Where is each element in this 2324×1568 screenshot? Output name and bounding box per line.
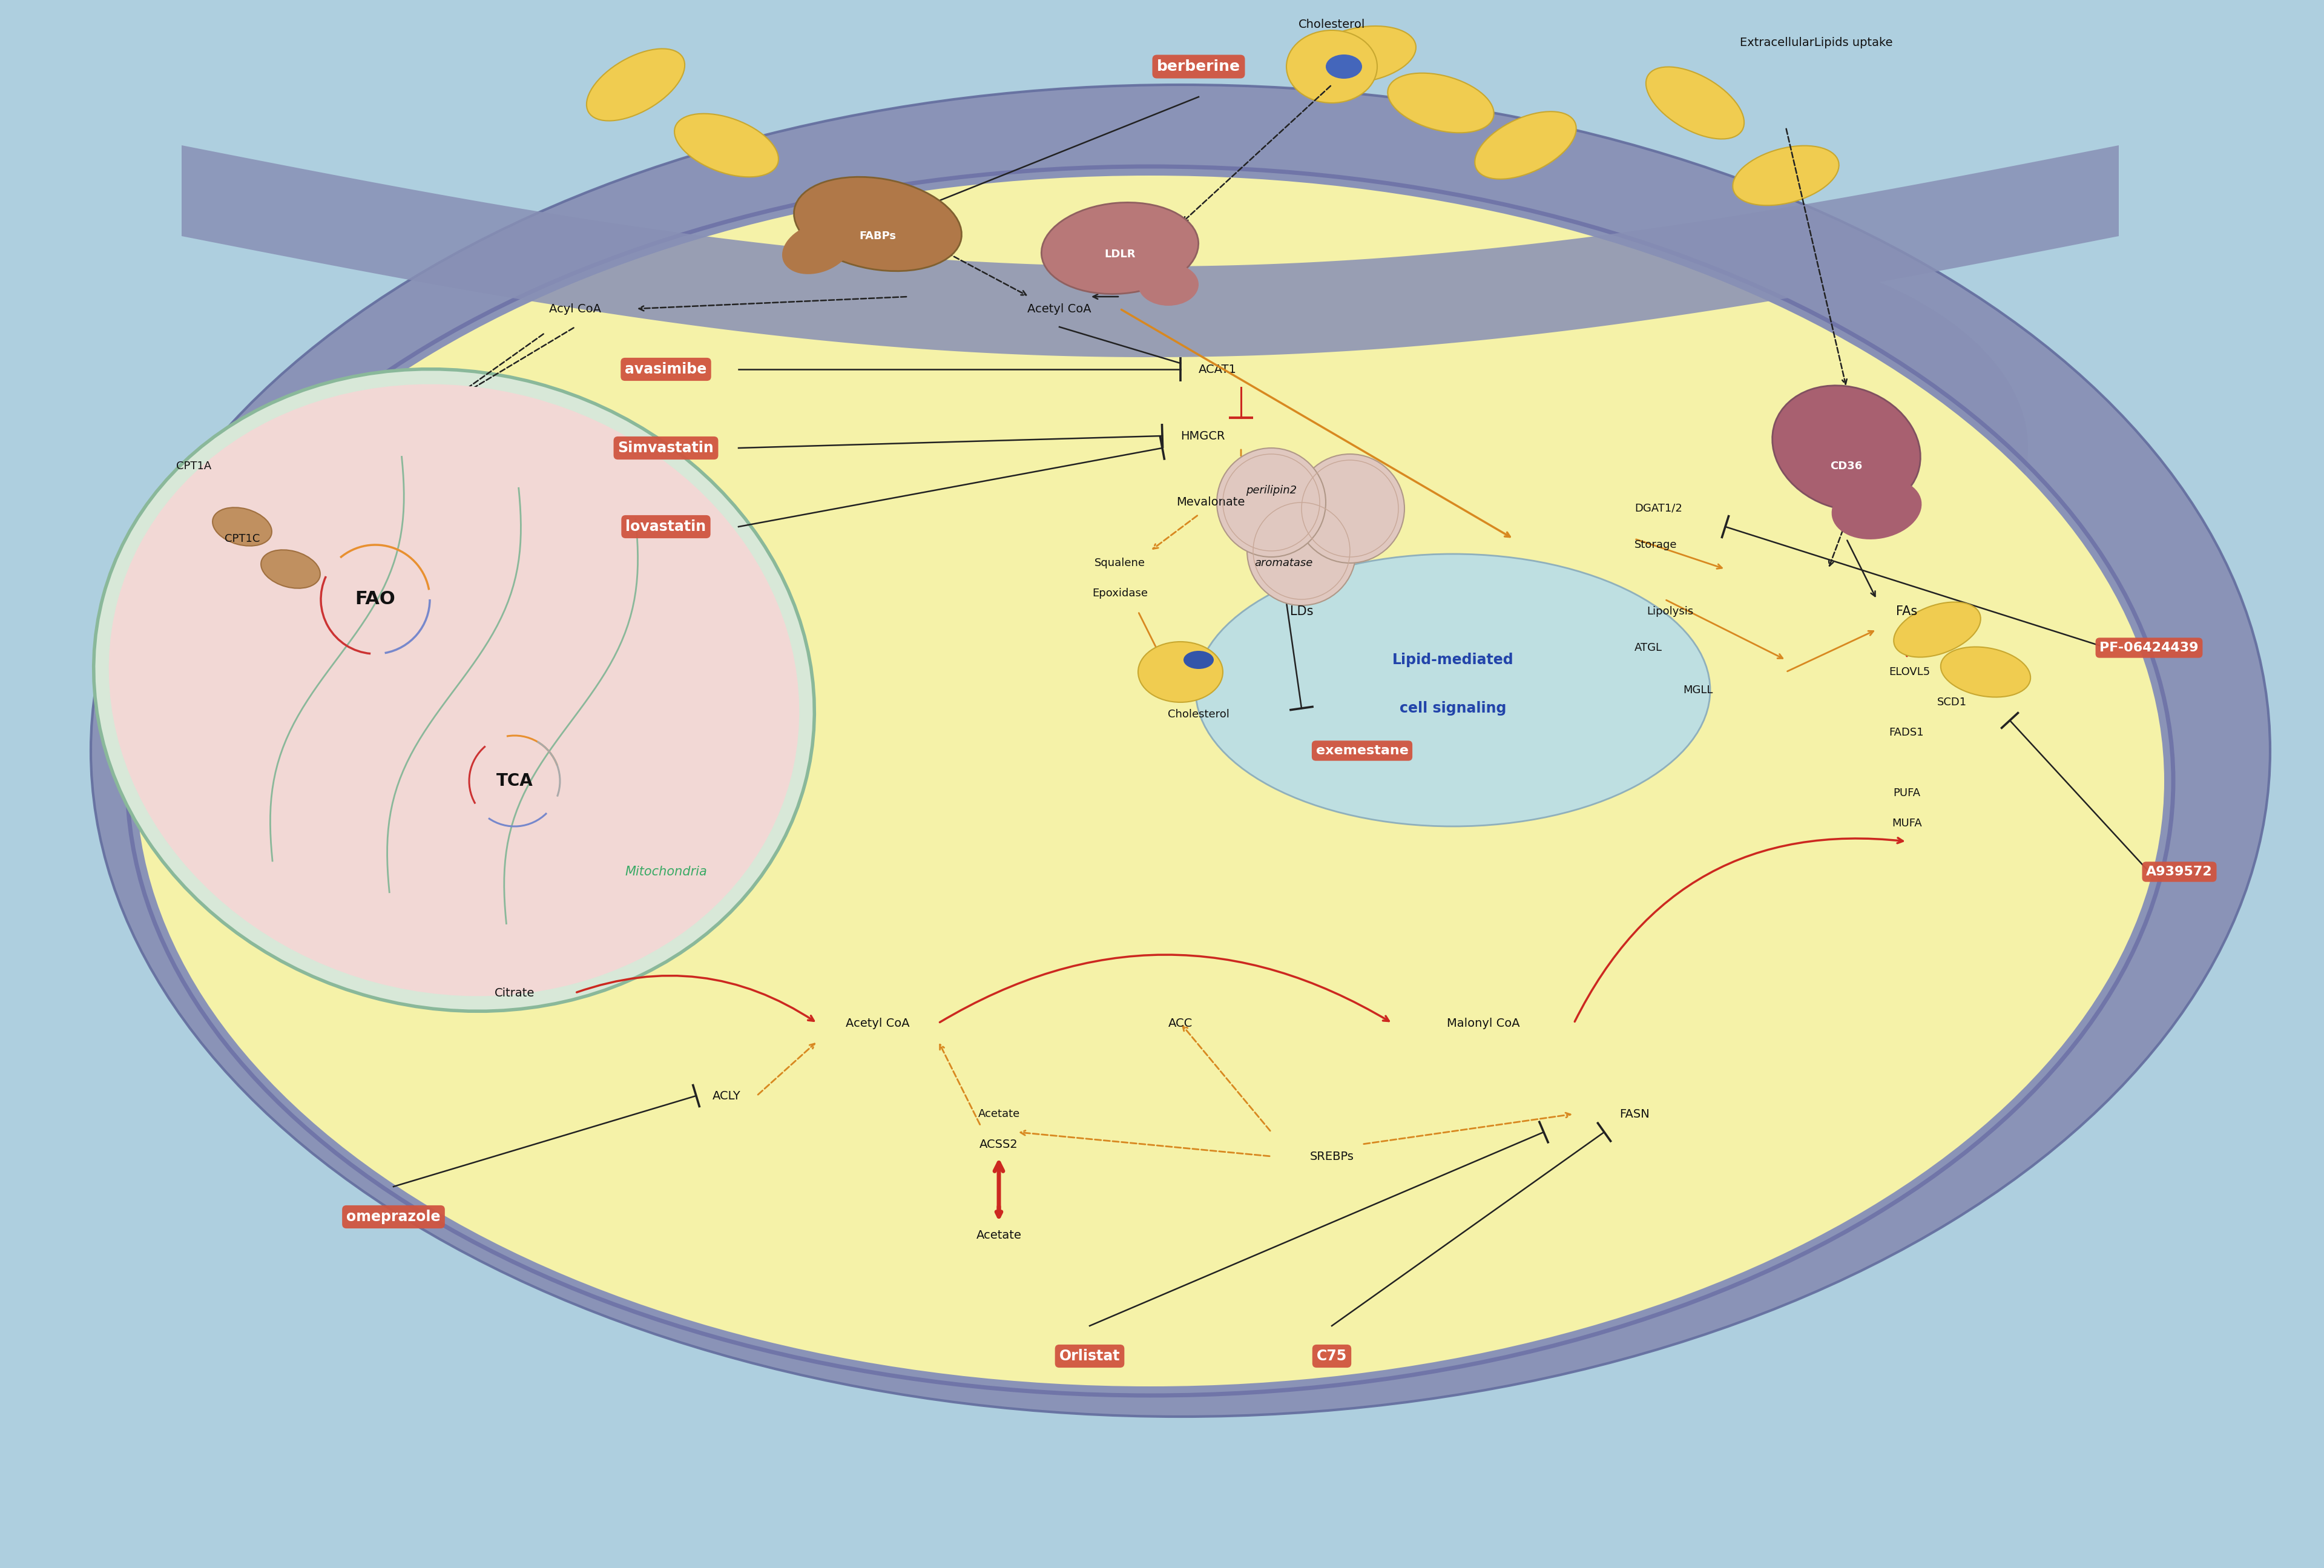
Text: LDs: LDs <box>1290 605 1313 618</box>
Text: Cholesterol: Cholesterol <box>1299 19 1364 30</box>
Ellipse shape <box>137 176 2164 1386</box>
Text: PF-06424439: PF-06424439 <box>2099 641 2199 654</box>
Text: MGLL: MGLL <box>1683 685 1713 696</box>
Text: ACSS2: ACSS2 <box>978 1138 1018 1149</box>
Text: lovastatin: lovastatin <box>625 519 706 535</box>
Text: FADS1: FADS1 <box>1889 728 1924 739</box>
Text: ExtracellularLipids uptake: ExtracellularLipids uptake <box>1741 36 1892 49</box>
Ellipse shape <box>1181 387 1845 811</box>
Text: Epoxidase: Epoxidase <box>1092 588 1148 599</box>
Text: ATGL: ATGL <box>1634 643 1662 654</box>
Text: Lipolysis: Lipolysis <box>1648 605 1694 616</box>
Text: Orlistat: Orlistat <box>1060 1348 1120 1363</box>
Ellipse shape <box>1645 67 1743 140</box>
Text: TCA: TCA <box>495 773 532 789</box>
Text: perilipin2: perilipin2 <box>1246 485 1297 495</box>
Text: Mitochondria: Mitochondria <box>625 866 706 878</box>
Ellipse shape <box>586 49 686 121</box>
Ellipse shape <box>91 85 2271 1416</box>
Text: Citrate: Citrate <box>495 988 535 999</box>
Text: Acyl CoA: Acyl CoA <box>548 303 602 315</box>
Text: SCD1: SCD1 <box>1938 696 1966 707</box>
Ellipse shape <box>93 368 813 1011</box>
Text: Acetate: Acetate <box>976 1229 1023 1240</box>
Ellipse shape <box>1734 146 1838 205</box>
Text: ACLY: ACLY <box>711 1090 741 1102</box>
Ellipse shape <box>1831 478 1922 539</box>
Text: PUFA: PUFA <box>1894 787 1920 798</box>
Text: ACAT1: ACAT1 <box>1199 364 1236 375</box>
Text: SREBPs: SREBPs <box>1311 1151 1355 1162</box>
Text: HMGCR: HMGCR <box>1181 430 1225 442</box>
Ellipse shape <box>211 508 272 546</box>
Text: CD36: CD36 <box>1831 461 1862 472</box>
Text: Acetyl CoA: Acetyl CoA <box>846 1018 909 1029</box>
Text: avasimibe: avasimibe <box>625 362 706 376</box>
Ellipse shape <box>109 384 799 996</box>
Text: Mevalonate: Mevalonate <box>1176 497 1246 508</box>
Text: Storage: Storage <box>1634 539 1678 550</box>
Text: Cholesterol: Cholesterol <box>1167 709 1229 720</box>
Text: aromatase: aromatase <box>1255 558 1313 569</box>
Text: FABPs: FABPs <box>860 230 897 241</box>
Ellipse shape <box>674 113 779 177</box>
Ellipse shape <box>1241 237 2029 660</box>
Text: FAO: FAO <box>356 591 395 608</box>
Text: ELOVL5: ELOVL5 <box>1889 666 1929 677</box>
Text: C75: C75 <box>1318 1348 1348 1363</box>
Ellipse shape <box>1894 602 1980 657</box>
Text: cell signaling: cell signaling <box>1399 701 1506 715</box>
Ellipse shape <box>1183 651 1213 670</box>
Text: exemestane: exemestane <box>1315 745 1408 757</box>
Ellipse shape <box>1139 641 1222 702</box>
Ellipse shape <box>1476 111 1576 179</box>
Text: FASN: FASN <box>1620 1109 1650 1120</box>
Text: Lipid-mediated: Lipid-mediated <box>1392 652 1513 666</box>
Text: Squalene: Squalene <box>1095 558 1146 569</box>
Text: CPT1A: CPT1A <box>177 461 211 472</box>
PathPatch shape <box>181 146 2119 358</box>
Ellipse shape <box>1041 202 1199 293</box>
Ellipse shape <box>1325 55 1362 78</box>
Text: Acetyl CoA: Acetyl CoA <box>1027 303 1092 315</box>
Ellipse shape <box>1195 554 1710 826</box>
Ellipse shape <box>795 177 962 271</box>
Text: berberine: berberine <box>1157 60 1241 74</box>
Text: A939572: A939572 <box>2145 866 2212 878</box>
Text: FAs: FAs <box>1896 605 1917 618</box>
Text: MUFA: MUFA <box>1892 818 1922 829</box>
Ellipse shape <box>1941 648 2031 698</box>
Text: Acetate: Acetate <box>978 1109 1020 1120</box>
Text: DGAT1/2: DGAT1/2 <box>1634 503 1683 514</box>
Ellipse shape <box>260 550 321 588</box>
Ellipse shape <box>1308 27 1415 83</box>
Text: ACC: ACC <box>1169 1018 1192 1029</box>
Ellipse shape <box>1387 74 1494 133</box>
Text: omeprazole: omeprazole <box>346 1209 442 1225</box>
Circle shape <box>1248 497 1355 605</box>
Text: Malonyl CoA: Malonyl CoA <box>1446 1018 1520 1029</box>
Ellipse shape <box>1773 386 1920 511</box>
Text: LDLR: LDLR <box>1104 249 1136 260</box>
Ellipse shape <box>1287 30 1378 103</box>
Text: CPT1C: CPT1C <box>225 533 260 544</box>
Circle shape <box>1294 455 1404 563</box>
Ellipse shape <box>783 223 853 274</box>
Circle shape <box>1218 448 1325 557</box>
Text: Simvastatin: Simvastatin <box>618 441 713 455</box>
Ellipse shape <box>1139 263 1199 306</box>
